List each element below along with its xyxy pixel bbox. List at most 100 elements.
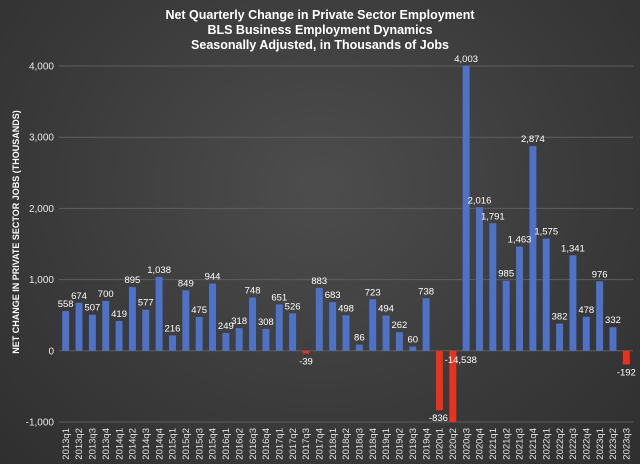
bar-2021q3	[516, 246, 524, 351]
bar-2015q1	[168, 335, 176, 351]
bar-2017q4	[315, 287, 323, 351]
x-tick-label: 2020q3	[461, 428, 472, 460]
data-label: 507	[84, 303, 100, 314]
data-label: 651	[271, 292, 287, 303]
data-label: 944	[205, 272, 221, 283]
bar-2013q3	[88, 314, 96, 351]
data-label: 308	[258, 317, 274, 328]
x-tick-label: 2016q2	[234, 428, 245, 460]
y-tick-label: 0	[48, 346, 54, 357]
data-label: 985	[498, 269, 514, 280]
data-label: 526	[285, 301, 301, 312]
bar-2016q2	[235, 328, 243, 351]
chart-title-line: Seasonally Adjusted, in Thousands of Job…	[191, 38, 449, 52]
bar-2013q4	[102, 300, 110, 351]
x-tick-label: 2019q4	[421, 428, 432, 460]
x-tick-label: 2014q1	[114, 428, 125, 460]
x-tick-label: 2017q3	[301, 428, 312, 460]
x-tick-label: 2017q1	[274, 428, 285, 460]
data-label: 748	[245, 286, 261, 297]
bar-2022q4	[582, 316, 590, 351]
x-tick-label: 2017q2	[288, 428, 299, 460]
y-tick-label: -1,000	[26, 418, 55, 429]
bar-2018q3	[355, 344, 363, 351]
x-tick-label: 2022q2	[555, 428, 566, 460]
bar-2017q3	[302, 350, 310, 354]
bar-2015q4	[209, 283, 216, 351]
chart-title-line: Net Quarterly Change in Private Sector E…	[165, 8, 475, 22]
bar-2015q2	[182, 290, 190, 351]
bar-2016q1	[222, 333, 230, 351]
bar-2018q4	[369, 299, 377, 351]
data-label: 2,016	[468, 195, 492, 206]
data-label: 262	[391, 320, 407, 331]
x-tick-label: 2015q4	[208, 428, 219, 460]
data-label: 2,874	[521, 134, 545, 145]
bar-2015q3	[195, 316, 203, 351]
x-tick-label: 2013q2	[74, 428, 85, 460]
data-label: 883	[311, 276, 327, 287]
bar-2017q1	[275, 304, 283, 351]
data-label: 700	[98, 289, 114, 300]
x-tick-label: 2015q2	[181, 428, 192, 460]
data-label: 976	[592, 269, 608, 280]
bar-2023q2	[609, 327, 617, 351]
chart-title-line: BLS Business Employment Dynamics	[207, 23, 432, 37]
y-tick-label: 3,000	[29, 133, 54, 144]
x-tick-label: 2018q4	[368, 428, 379, 460]
bar-2019q1	[382, 315, 390, 351]
gridlines	[59, 65, 633, 423]
x-tick-label: 2017q4	[315, 428, 326, 460]
x-tick-label: 2014q2	[128, 428, 139, 460]
y-tick-label: 2,000	[29, 204, 54, 215]
data-label: 723	[365, 287, 381, 298]
data-label: 494	[378, 304, 394, 315]
bar-2020q4	[476, 207, 483, 351]
bar-2019q2	[395, 332, 403, 351]
x-tick-label: 2016q4	[261, 428, 272, 460]
data-label: 683	[325, 290, 341, 301]
data-label: 60	[407, 335, 418, 346]
x-tick-label: 2018q3	[355, 428, 366, 460]
y-axis-ticks: -1,000 0 1,000 2,000 3,000 4,000	[26, 62, 55, 429]
x-tick-label: 2019q3	[408, 428, 419, 460]
x-tick-label: 2016q3	[248, 428, 259, 460]
bar-2018q2	[342, 315, 350, 351]
bar-2016q3	[249, 297, 257, 351]
x-tick-label: 2013q4	[101, 428, 112, 460]
bar-2022q3	[569, 255, 577, 351]
data-label: 1,791	[481, 211, 505, 222]
data-label: 1,575	[534, 227, 558, 238]
data-label: -192	[617, 367, 636, 378]
x-tick-label: 2013q1	[61, 428, 72, 460]
y-axis-title: NET CHANGE IN PRIVATE SECTOR JOBS (THOUS…	[11, 110, 21, 354]
y-tick-label: 4,000	[29, 62, 54, 73]
data-label: -14,538	[445, 355, 477, 366]
x-tick-label: 2019q2	[395, 428, 406, 460]
bar-2017q2	[289, 313, 297, 351]
data-label: 382	[552, 312, 568, 323]
x-tick-label: 2020q2	[448, 428, 459, 460]
data-label: 849	[178, 278, 194, 289]
bar-2021q4	[529, 146, 537, 351]
data-label: 895	[124, 275, 140, 286]
bar-2019q3	[409, 346, 417, 351]
bar-2020q3	[462, 65, 470, 351]
x-tick-label: 2023q2	[608, 428, 619, 460]
x-tick-label: 2016q1	[221, 428, 232, 460]
x-tick-label: 2022q1	[541, 428, 552, 460]
bar-2013q2	[75, 302, 83, 351]
data-label: 1,341	[561, 243, 585, 254]
x-tick-label: 2018q1	[328, 428, 339, 460]
data-label: 419	[111, 309, 127, 320]
data-label: -836	[429, 413, 448, 424]
chart-title: Net Quarterly Change in Private Sector E…	[165, 8, 475, 52]
data-label: 577	[138, 298, 154, 309]
bar-2023q1	[596, 281, 604, 351]
x-tick-label: 2021q2	[501, 428, 512, 460]
bar-2016q4	[262, 328, 270, 351]
x-tick-label: 2021q3	[515, 428, 526, 460]
bar-2014q4	[155, 276, 163, 351]
data-label: 86	[354, 333, 365, 344]
